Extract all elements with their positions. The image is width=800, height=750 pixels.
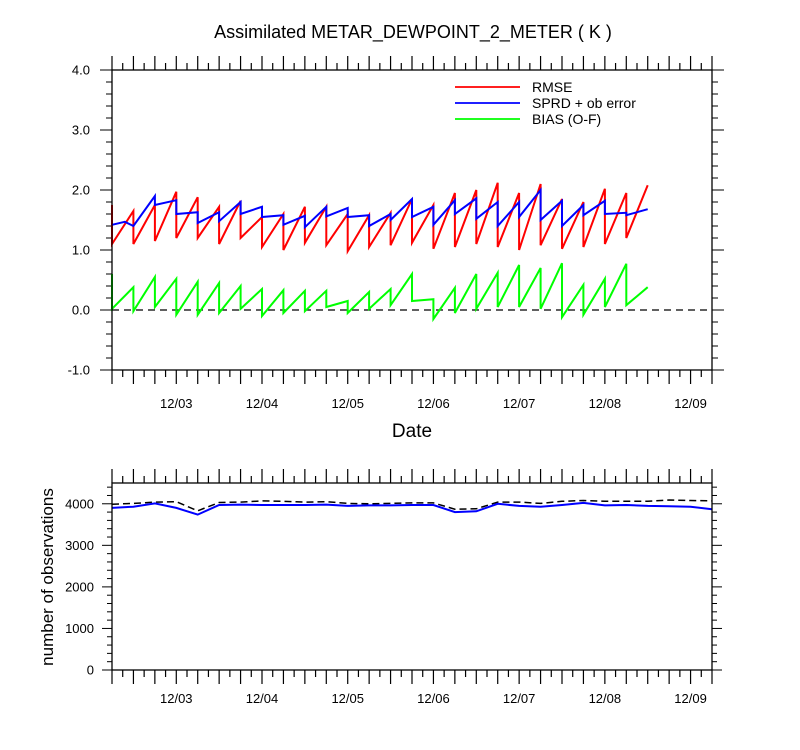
- x-tick-label: 12/07: [503, 691, 536, 706]
- x-tick-label: 12/05: [331, 691, 364, 706]
- x-axis-label: Date: [392, 421, 432, 442]
- y-tick-label: 0.0: [72, 303, 90, 318]
- top-panel-labels: -1.0 0.0 1.0 2.0 3.0 4.0 12/03 12/04 12/05 12/06 1…: [68, 63, 707, 412]
- x-tick-label: 12/04: [246, 691, 279, 706]
- top-plot-frame: [111, 69, 713, 371]
- y-tick-label: 1.0: [72, 243, 90, 258]
- y-tick-label: 3000: [65, 538, 94, 553]
- x-tick-label: 12/06: [417, 691, 450, 706]
- series-line-possible-observations: [111, 499, 713, 512]
- y-tick-label: 2000: [65, 579, 94, 594]
- chart-title: Assimilated METAR_DEWPOINT_2_METER ( K ): [214, 22, 612, 43]
- x-tick-label: 12/09: [674, 396, 707, 411]
- series-line-assimilated-observations: [111, 501, 713, 516]
- y-tick-label: 4.0: [72, 63, 90, 78]
- legend-label-rmse: RMSE: [532, 79, 572, 95]
- series-line-sprd-ob-error: [111, 187, 648, 230]
- x-tick-label: 12/06: [417, 396, 450, 411]
- bottom-panel-ticks: [102, 469, 722, 684]
- bottom-panel-labels: 0 1000 2000 3000 4000 12/03 12/04 12/05 12/06 12/…: [65, 496, 707, 706]
- y-tick-label: 3.0: [72, 123, 90, 138]
- x-tick-label: 12/04: [246, 396, 279, 411]
- legend: RMSE SPRD + ob error BIAS (O-F): [455, 79, 636, 127]
- bottom-panel-series: [111, 499, 713, 516]
- series-line-bias-o-f: [111, 262, 649, 323]
- legend-label-bias: BIAS (O-F): [532, 111, 601, 127]
- series-line-rmse: [111, 182, 649, 255]
- top-panel-series: [111, 182, 712, 323]
- y-tick-label: 1000: [65, 621, 94, 636]
- x-tick-label: 12/08: [589, 691, 622, 706]
- top-panel: -1.0 0.0 1.0 2.0 3.0 4.0 12/03 12/04 12/05 12/06 1…: [68, 56, 724, 411]
- x-tick-label: 12/09: [674, 691, 707, 706]
- x-tick-label: 12/03: [160, 691, 193, 706]
- x-tick-label: 12/05: [331, 396, 364, 411]
- bottom-panel: 0 1000 2000 3000 4000 12/03 12/04 12/05 12/06 12/…: [65, 469, 722, 706]
- legend-label-sprd: SPRD + ob error: [532, 95, 636, 111]
- y-axis-label-observations: number of observations: [38, 488, 57, 666]
- top-panel-ticks: [100, 56, 724, 384]
- bottom-plot-frame: [111, 482, 713, 671]
- x-tick-label: 12/07: [503, 396, 536, 411]
- y-tick-label: 2.0: [72, 183, 90, 198]
- y-tick-label: 4000: [65, 496, 94, 511]
- y-tick-label: 0: [87, 663, 94, 678]
- y-tick-label: -1.0: [68, 363, 90, 378]
- x-tick-label: 12/03: [160, 396, 193, 411]
- x-tick-label: 12/08: [589, 396, 622, 411]
